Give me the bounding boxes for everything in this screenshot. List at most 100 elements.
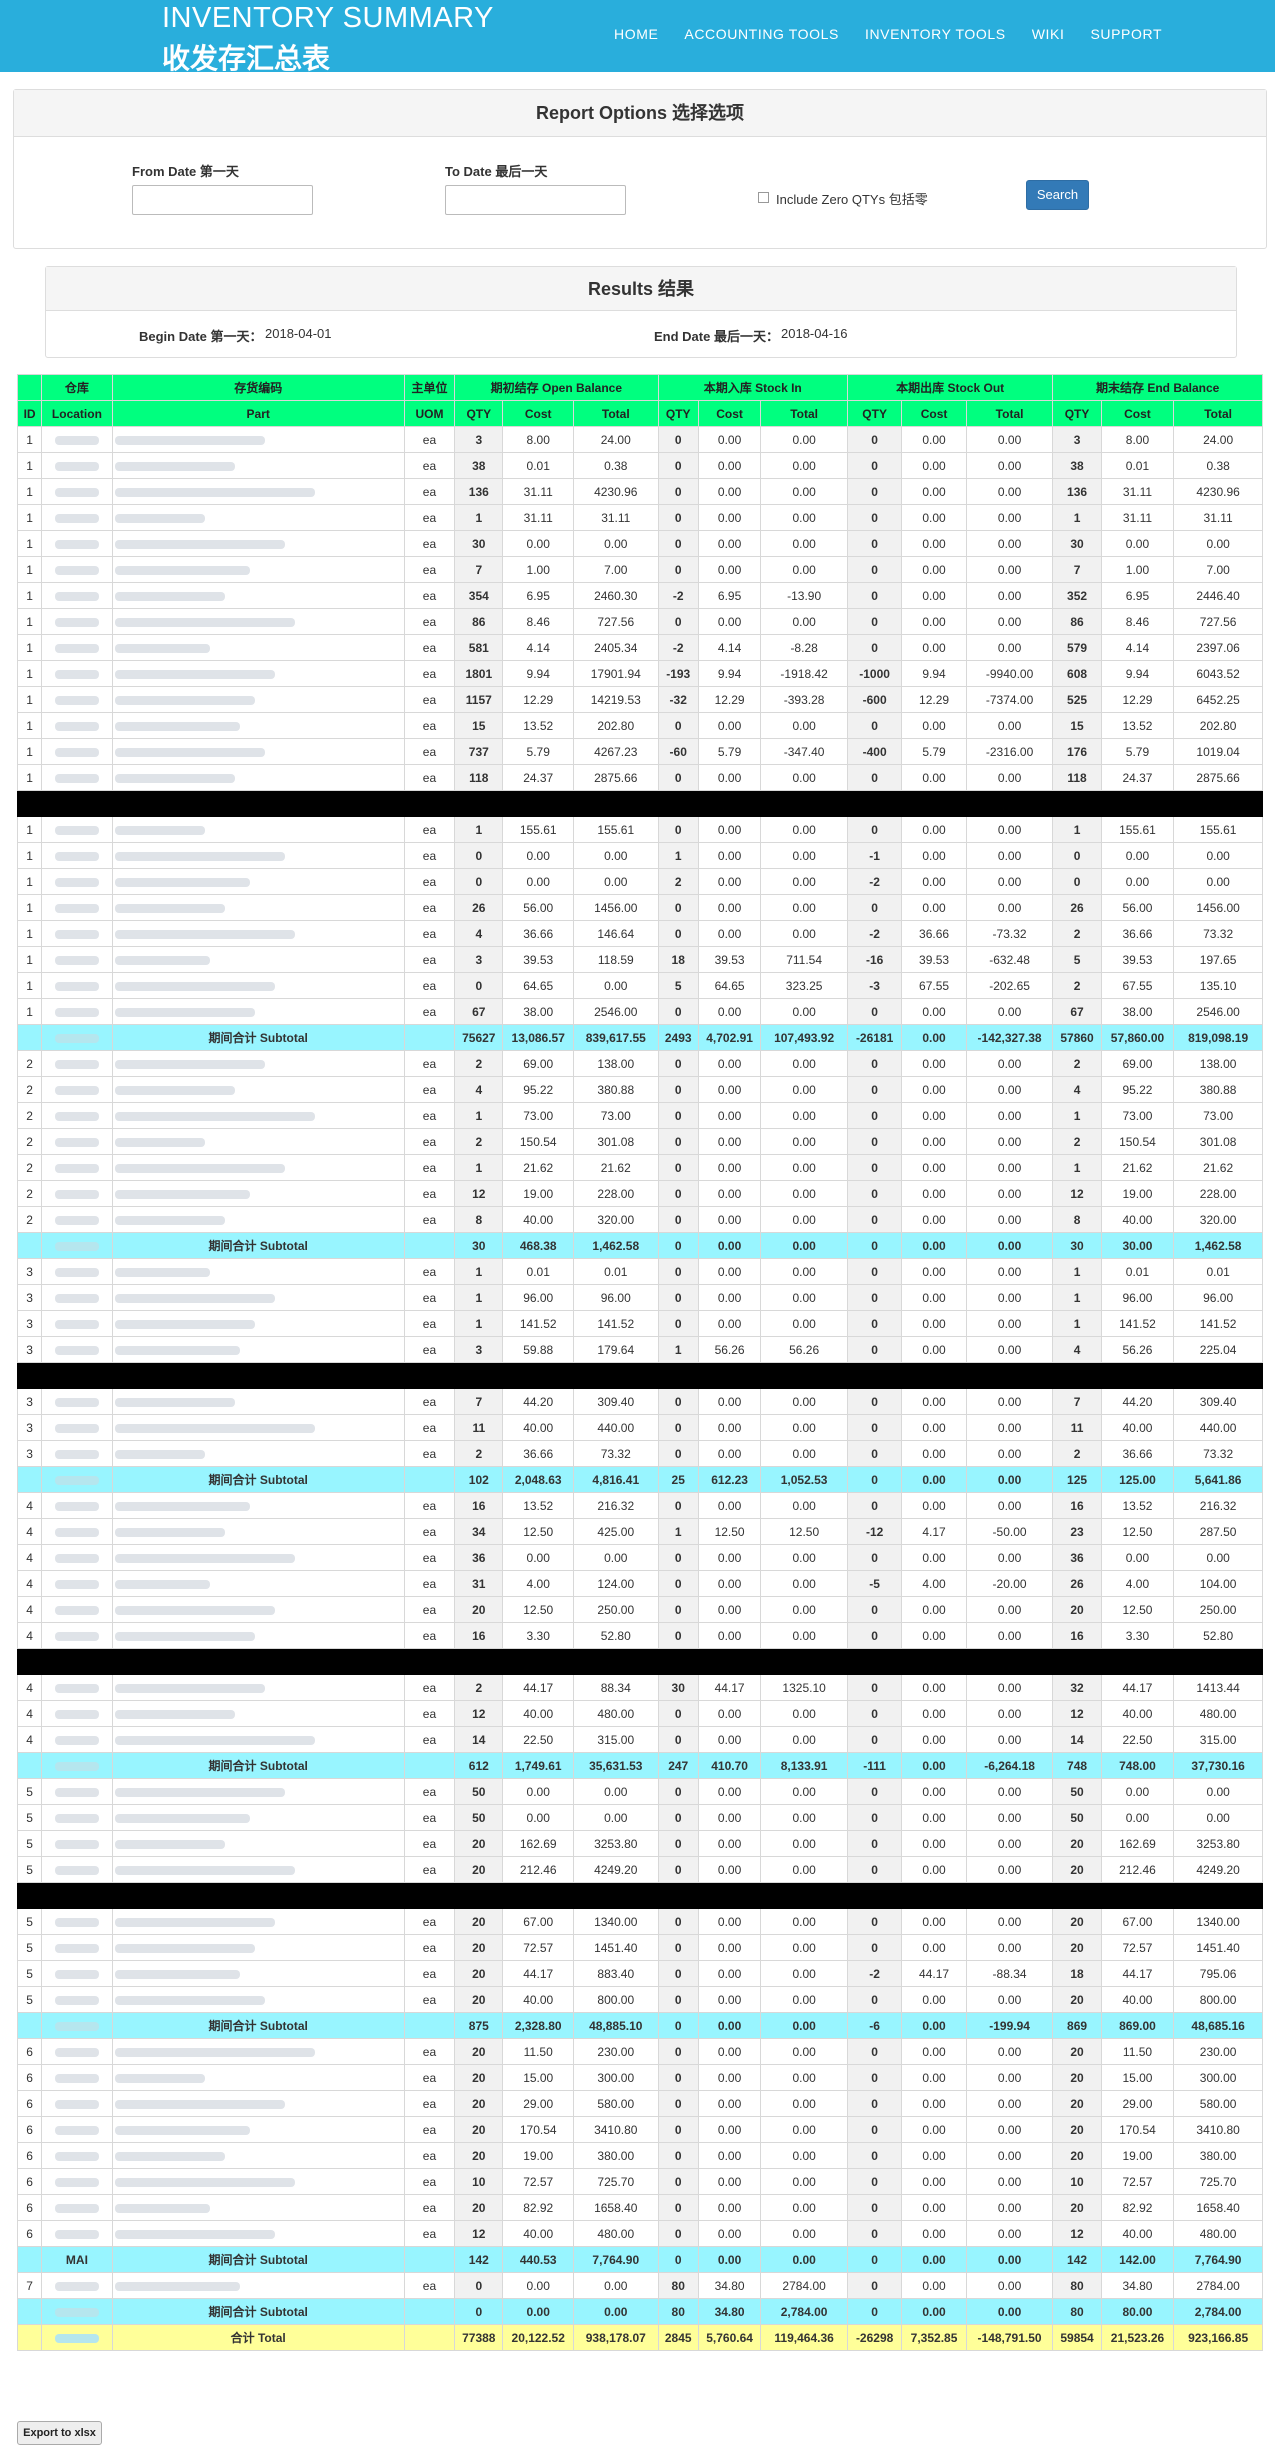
subtotal-row: 期间合计 Subtotal 875 2,328.80 48,885.10 0 0.00 0.… [16,2012,1263,2039]
search-button[interactable]: Search [1026,180,1089,210]
row-id: 1 [16,660,43,687]
row-value: 320.00 [572,1206,659,1233]
app-title-zh[interactable]: 收发存汇总表 [162,43,331,74]
row-value: 22.50 [1100,1726,1175,1753]
row-id: 5 [16,1960,43,1987]
row-value: 0.00 [1100,1804,1175,1831]
row-uom: ea [403,972,456,999]
row-value: 12.50 [1100,1596,1175,1623]
row-value: 0.00 [760,868,848,895]
row-value: 136 [454,478,504,505]
include-zero-label: Include Zero QTYs 包括零 [776,192,928,207]
row-id: 5 [16,1778,43,1805]
row-location [41,1986,113,2013]
header-location: Location [41,400,113,427]
subtotal-label: 期间合计 Subtotal [111,2246,405,2273]
row-value: 0.00 [697,2116,762,2143]
row-value: 0.00 [697,1258,762,1285]
row-value: 3 [454,426,504,453]
row-value: 0 [657,608,699,635]
redacted-part [114,1319,255,1329]
row-value: 0.00 [965,1700,1054,1727]
row-value: 12 [454,1180,504,1207]
row-value: 72.57 [502,1934,574,1961]
end-date-value: 2018-04-16 [781,326,848,341]
row-value: 40.00 [502,1700,574,1727]
row-value: 19.00 [502,1180,574,1207]
nav-home[interactable]: HOME [614,26,659,42]
row-value: 19.00 [1100,2142,1175,2169]
nav-accounting-tools[interactable]: ACCOUNTING TOOLS [684,26,839,42]
row-value: 0 [657,1258,699,1285]
redacted-part [114,1345,240,1355]
redacted-location [54,1007,99,1017]
row-value: -202.65 [965,972,1054,999]
row-value: 0.00 [965,1440,1054,1467]
row-id: 2 [16,1206,43,1233]
row-value: 0.00 [760,2064,848,2091]
row-value: 0.00 [901,1154,967,1181]
redacted-location [54,1189,99,1199]
row-value: 0.00 [502,530,574,557]
nav-support[interactable]: SUPPORT [1090,26,1163,42]
row-id: 6 [16,2220,43,2247]
row-value: 26 [1052,1570,1102,1597]
row-value: 608 [1052,660,1102,687]
redacted-part [114,1085,235,1095]
nav-inventory-tools[interactable]: INVENTORY TOOLS [864,26,1006,42]
row-value: 0 [846,1310,903,1337]
row-value: 20 [454,2064,504,2091]
row-value: 0.01 [572,1258,659,1285]
row-value: 0.00 [760,1388,848,1415]
row-value: 30 [1052,1232,1102,1259]
row-value: 2405.34 [572,634,659,661]
redacted-part [114,2125,250,2135]
row-value: 0.00 [965,426,1054,453]
row-value: 118.59 [572,946,659,973]
row-value: 0.00 [760,2142,848,2169]
row-value: 0.00 [697,2194,762,2221]
row-part [111,530,405,557]
row-value: 4249.20 [572,1856,659,1883]
row-value: 1 [454,1102,504,1129]
row-uom: ea [403,1908,456,1935]
export-xlsx-button[interactable]: Export to xlsx [17,2421,102,2445]
include-zero-checkbox[interactable] [758,192,769,203]
row-value: 0.00 [760,1778,848,1805]
row-value: 0.00 [760,608,848,635]
subtotal-label: 期间合计 Subtotal [111,2012,405,2039]
row-value: -600 [846,686,903,713]
row-id: 6 [16,2090,43,2117]
results-panel: Results 结果 [45,266,1237,358]
table-row: 1 ea 3 8.00 24.00 0 0.00 0.00 0 0.00 0.00 3 8.00 24.0… [16,426,1263,453]
row-uom: ea [403,1726,456,1753]
app-title-en[interactable]: INVENTORY SUMMARY [162,2,494,34]
row-value: -393.28 [760,686,848,713]
row-uom: ea [403,1778,456,1805]
row-value: -2 [846,1960,903,1987]
row-value: 0.00 [572,842,659,869]
row-location [41,1570,113,1597]
row-value: 0 [657,2246,699,2273]
to-date-input[interactable] [445,185,626,215]
row-value: 0 [846,1154,903,1181]
row-value: -16 [846,946,903,973]
row-value: 2 [657,868,699,895]
row-value: 0.00 [1173,1804,1263,1831]
redacted-location [54,2177,99,2187]
row-id: 1 [16,920,43,947]
row-value: 4267.23 [572,738,659,765]
row-value: 0.00 [901,764,967,791]
from-date-input[interactable] [132,185,313,215]
row-value: 0.00 [965,1934,1054,1961]
row-location [41,1440,113,1467]
row-value: 0 [657,1986,699,2013]
nav-wiki[interactable]: WIKI [1031,26,1065,42]
row-part [111,1700,405,1727]
row-value: 0.00 [965,1856,1054,1883]
row-location [41,582,113,609]
row-value: 17901.94 [572,660,659,687]
row-location [41,2090,113,2117]
row-value: 0.00 [697,1206,762,1233]
row-value: 0 [846,1622,903,1649]
